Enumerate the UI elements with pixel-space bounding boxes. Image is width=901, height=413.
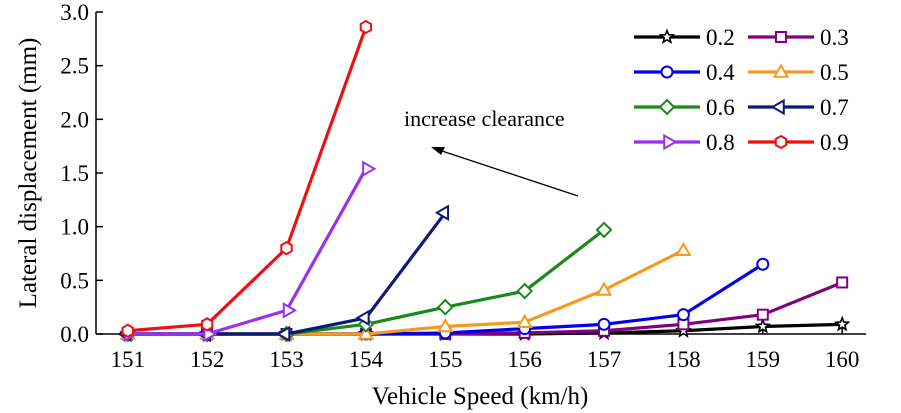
legend-label: 0.3 (820, 25, 849, 50)
marker-hexagon (121, 323, 134, 338)
x-tick-label: 156 (507, 347, 542, 372)
series-line (127, 167, 368, 336)
marker-triangle-left (276, 325, 291, 343)
marker-triangle-up (675, 241, 692, 257)
marker-square (756, 308, 769, 321)
marker-hexagon (359, 19, 373, 35)
marker-star (833, 315, 851, 332)
x-tick-label: 154 (349, 347, 384, 372)
legend-label: 0.9 (820, 130, 849, 155)
y-tick-label: 0.5 (60, 268, 89, 293)
marker-diamond (516, 282, 534, 300)
legend-label: 0.8 (706, 130, 735, 155)
marker-square (775, 31, 787, 43)
annotation-text: increase clearance (404, 106, 565, 131)
x-tick-label: 159 (746, 347, 781, 372)
marker-circle (660, 65, 674, 79)
series-0-9 (121, 19, 373, 338)
legend-item: 0.5 (748, 60, 849, 85)
marker-diamond (658, 98, 676, 116)
series-layer (117, 19, 851, 343)
marker-hexagon (280, 240, 293, 256)
x-tick-label: 160 (825, 347, 860, 372)
y-tick-label: 0.0 (60, 322, 89, 347)
x-tick-label: 153 (269, 347, 304, 372)
marker-star (658, 28, 676, 45)
marker-square (836, 276, 849, 289)
marker-circle (676, 308, 690, 322)
marker-hexagon (774, 134, 788, 150)
series-0-8 (124, 160, 377, 343)
legend-label: 0.6 (706, 95, 735, 120)
x-tick-label: 158 (666, 347, 701, 372)
legend-label: 0.5 (820, 60, 849, 85)
y-tick-label: 2.5 (60, 54, 89, 79)
x-tick-label: 152 (190, 347, 225, 372)
legend-item: 0.6 (634, 95, 735, 120)
marker-hexagon (200, 317, 214, 332)
y-ticks: 0.0 0.5 1.0 1.5 2.0 2.5 3.0 (60, 0, 103, 347)
marker-diamond (436, 298, 454, 316)
marker-triangle-left (434, 204, 450, 221)
annotation-arrowhead (431, 147, 445, 155)
legend-label: 0.4 (706, 60, 735, 85)
marker-triangle-right (362, 160, 377, 177)
marker-diamond (595, 221, 613, 239)
x-tick-label: 151 (111, 347, 146, 372)
legend-item: 0.3 (748, 25, 849, 50)
marker-triangle-left (770, 98, 785, 116)
annotation: increase clearance (404, 106, 579, 197)
legend-label: 0.2 (706, 25, 735, 50)
marker-triangle-up (772, 63, 790, 78)
x-axis-label: Vehicle Speed (km/h) (372, 383, 589, 410)
annotation-arrow (441, 150, 579, 197)
marker-star (754, 317, 772, 334)
marker-triangle-up (516, 313, 533, 328)
y-tick-label: 3.0 (60, 0, 89, 25)
marker-circle (756, 257, 770, 271)
y-tick-label: 2.0 (60, 107, 89, 132)
legend-item: 0.4 (634, 60, 735, 85)
marker-triangle-right (663, 133, 678, 151)
legend-label: 0.7 (820, 95, 849, 120)
legend-item: 0.7 (748, 95, 849, 120)
axes (95, 12, 866, 335)
marker-triangle-up (595, 281, 613, 296)
x-ticks: 151 152 153 154 155 156 157 158 159 160 (111, 327, 860, 372)
x-tick-label: 157 (587, 347, 622, 372)
legend: 0.2 0.3 0.4 0.5 0.6 0.7 0.8 0.9 (634, 25, 849, 155)
x-tick-label: 155 (428, 347, 463, 372)
marker-triangle-left (355, 309, 370, 327)
legend-item: 0.8 (634, 130, 735, 155)
marker-triangle-up (437, 317, 454, 333)
legend-item: 0.9 (748, 130, 849, 155)
series-line (127, 26, 368, 333)
y-tick-label: 1.5 (60, 161, 89, 186)
y-tick-label: 1.0 (60, 215, 89, 240)
marker-triangle-right (282, 302, 298, 319)
marker-circle (597, 317, 611, 331)
marker-triangle-up (357, 325, 375, 340)
legend-item: 0.2 (634, 25, 735, 50)
y-axis-label: Lateral displacement (mm) (15, 38, 42, 309)
series-0-7 (117, 204, 450, 343)
